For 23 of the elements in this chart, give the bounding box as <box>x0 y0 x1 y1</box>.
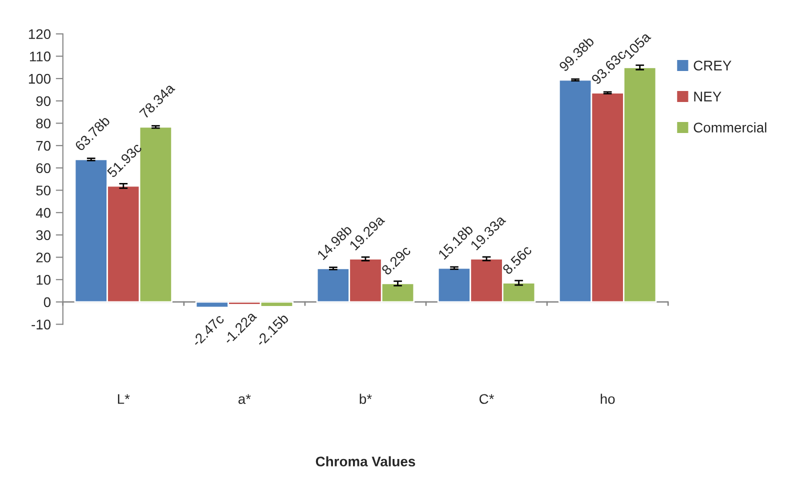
y-tick-label: 80 <box>36 118 51 128</box>
x-tick-label: C* <box>480 394 494 404</box>
x-tick-label: L* <box>118 394 130 404</box>
y-tick-label: 50 <box>36 186 51 196</box>
x-axis-title: Chroma Values <box>316 456 416 466</box>
x-tick-label: b* <box>360 394 372 404</box>
legend-label: CREY <box>694 60 732 70</box>
legend-label: Commercial <box>694 122 766 132</box>
y-tick-label: 30 <box>36 230 51 240</box>
x-tick-label: a* <box>238 394 251 404</box>
y-tick-label: 110 <box>30 52 51 62</box>
y-tick-label: 120 <box>28 29 51 40</box>
y-tick-label: 0 <box>44 297 51 308</box>
x-tick-label: ho <box>600 394 615 404</box>
y-tick-label: 60 <box>36 163 51 174</box>
legend-label: NEY <box>694 92 722 102</box>
y-tick-label: 40 <box>36 208 51 218</box>
y-tick-label: 100 <box>28 74 51 84</box>
y-tick-label: 10 <box>36 274 51 285</box>
y-tick-label: 90 <box>36 96 51 106</box>
y-tick-label: 20 <box>36 252 51 262</box>
y-tick-label: -10 <box>32 320 51 330</box>
y-tick-label: 70 <box>36 140 51 151</box>
